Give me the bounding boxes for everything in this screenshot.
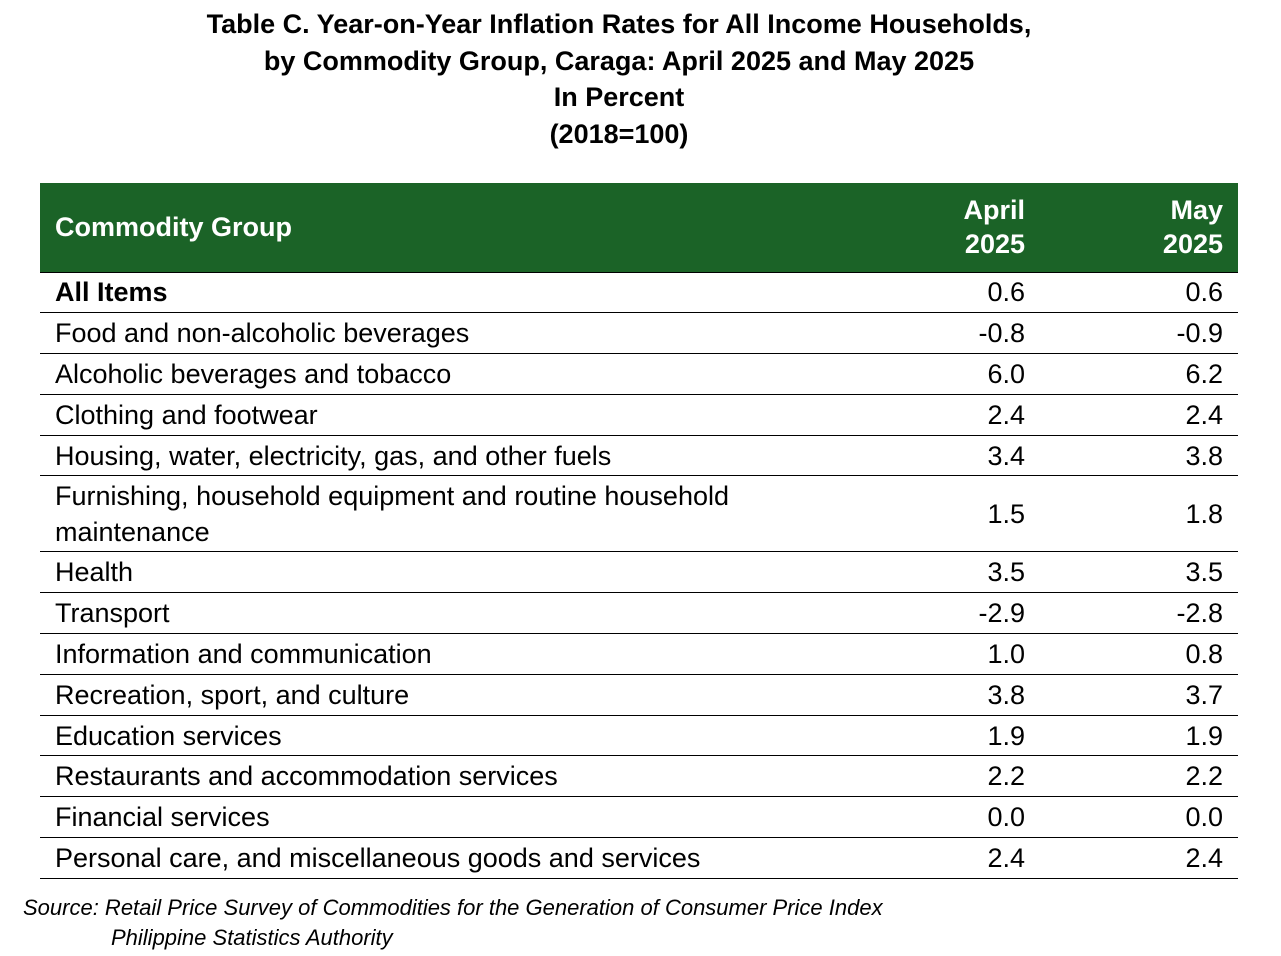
table-row: Information and communication 1.0 0.8 — [40, 633, 1238, 675]
row-april-value: 0.0 — [840, 796, 1040, 839]
source-line-2: Philippine Statistics Authority — [111, 925, 393, 950]
source-note: Source: Retail Price Survey of Commoditi… — [23, 893, 883, 953]
row-label: Recreation, sport, and culture — [40, 674, 840, 716]
row-may-value: 0.6 — [1040, 271, 1238, 314]
header-may-year: 2025 — [1162, 229, 1223, 260]
row-may-value: 3.8 — [1040, 435, 1238, 477]
row-label: Transport — [40, 592, 840, 635]
table-row: Furnishing, household equipment and rout… — [40, 475, 1238, 553]
row-april-value: 2.4 — [840, 394, 1040, 436]
table-title: Table C. Year-on-Year Inflation Rates fo… — [0, 6, 1238, 152]
header-may-2025: May 2025 — [1040, 183, 1238, 272]
table-row: Clothing and footwear 2.4 2.4 — [40, 394, 1238, 436]
table-row: Alcoholic beverages and tobacco 6.0 6.2 — [40, 353, 1238, 395]
title-units: In Percent — [553, 82, 685, 112]
title-line-1: Table C. Year-on-Year Inflation Rates fo… — [206, 9, 1032, 39]
row-may-value: 3.5 — [1040, 551, 1238, 594]
row-april-value: 0.6 — [840, 271, 1040, 314]
row-may-value: 1.8 — [1040, 475, 1238, 553]
row-label: Health — [40, 551, 840, 594]
table-row: Housing, water, electricity, gas, and ot… — [40, 435, 1238, 477]
row-may-value: 3.7 — [1040, 674, 1238, 716]
row-label: Information and communication — [40, 633, 840, 675]
row-may-value: -0.9 — [1040, 312, 1238, 355]
table-row: Transport -2.9 -2.8 — [40, 592, 1238, 635]
title-base-year: (2018=100) — [549, 118, 689, 149]
title-line-2: by Commodity Group, Caraga: April 2025 a… — [263, 45, 975, 76]
row-may-value: -2.8 — [1040, 592, 1238, 635]
table-row: Health 3.5 3.5 — [40, 551, 1238, 594]
row-may-value: 1.9 — [1040, 715, 1238, 757]
row-may-value: 2.4 — [1040, 394, 1238, 436]
row-april-value: -0.8 — [840, 312, 1040, 355]
row-label: Restaurants and accommodation services — [40, 755, 840, 798]
row-label: Financial services — [40, 796, 840, 839]
table-row: Recreation, sport, and culture 3.8 3.7 — [40, 674, 1238, 716]
header-april-month: April — [963, 195, 1025, 226]
row-april-value: 6.0 — [840, 353, 1040, 395]
row-label: Education services — [40, 715, 840, 757]
row-label: Food and non-alcoholic beverages — [40, 312, 840, 355]
row-april-value: -2.9 — [840, 592, 1040, 635]
table-row: Food and non-alcoholic beverages -0.8 -0… — [40, 312, 1238, 355]
source-line-1: Source: Retail Price Survey of Commoditi… — [23, 895, 883, 920]
row-april-value: 2.4 — [840, 837, 1040, 879]
row-label: Furnishing, household equipment and rout… — [40, 475, 840, 553]
row-april-value: 1.9 — [840, 715, 1040, 757]
row-april-value: 1.0 — [840, 633, 1040, 675]
row-label: Housing, water, electricity, gas, and ot… — [40, 435, 840, 477]
header-april-2025: April 2025 — [840, 183, 1040, 272]
row-label: All Items — [40, 271, 840, 314]
table-row-all-items: All Items 0.6 0.6 — [40, 271, 1238, 314]
row-label: Clothing and footwear — [40, 394, 840, 436]
header-row: Commodity Group April 2025 May 2025 — [40, 183, 1238, 272]
table-row: Personal care, and miscellaneous goods a… — [40, 837, 1238, 879]
row-april-value: 3.5 — [840, 551, 1040, 594]
inflation-table: Commodity Group April 2025 May 2025 All … — [40, 183, 1238, 879]
table-row: Restaurants and accommodation services 2… — [40, 755, 1238, 798]
row-may-value: 6.2 — [1040, 353, 1238, 395]
row-april-value: 2.2 — [840, 755, 1040, 798]
row-may-value: 2.2 — [1040, 755, 1238, 798]
row-april-value: 3.4 — [840, 435, 1040, 477]
row-label: Alcoholic beverages and tobacco — [40, 353, 840, 395]
row-may-value: 2.4 — [1040, 837, 1238, 879]
row-april-value: 1.5 — [840, 475, 1040, 553]
row-may-value: 0.8 — [1040, 633, 1238, 675]
row-label: Personal care, and miscellaneous goods a… — [40, 837, 840, 879]
row-april-value: 3.8 — [840, 674, 1040, 716]
row-may-value: 0.0 — [1040, 796, 1238, 839]
header-april-year: 2025 — [964, 229, 1025, 260]
table-row: Education services 1.9 1.9 — [40, 715, 1238, 757]
table-row: Financial services 0.0 0.0 — [40, 796, 1238, 839]
header-may-month: May — [1170, 195, 1223, 226]
header-commodity-group: Commodity Group — [40, 183, 840, 272]
